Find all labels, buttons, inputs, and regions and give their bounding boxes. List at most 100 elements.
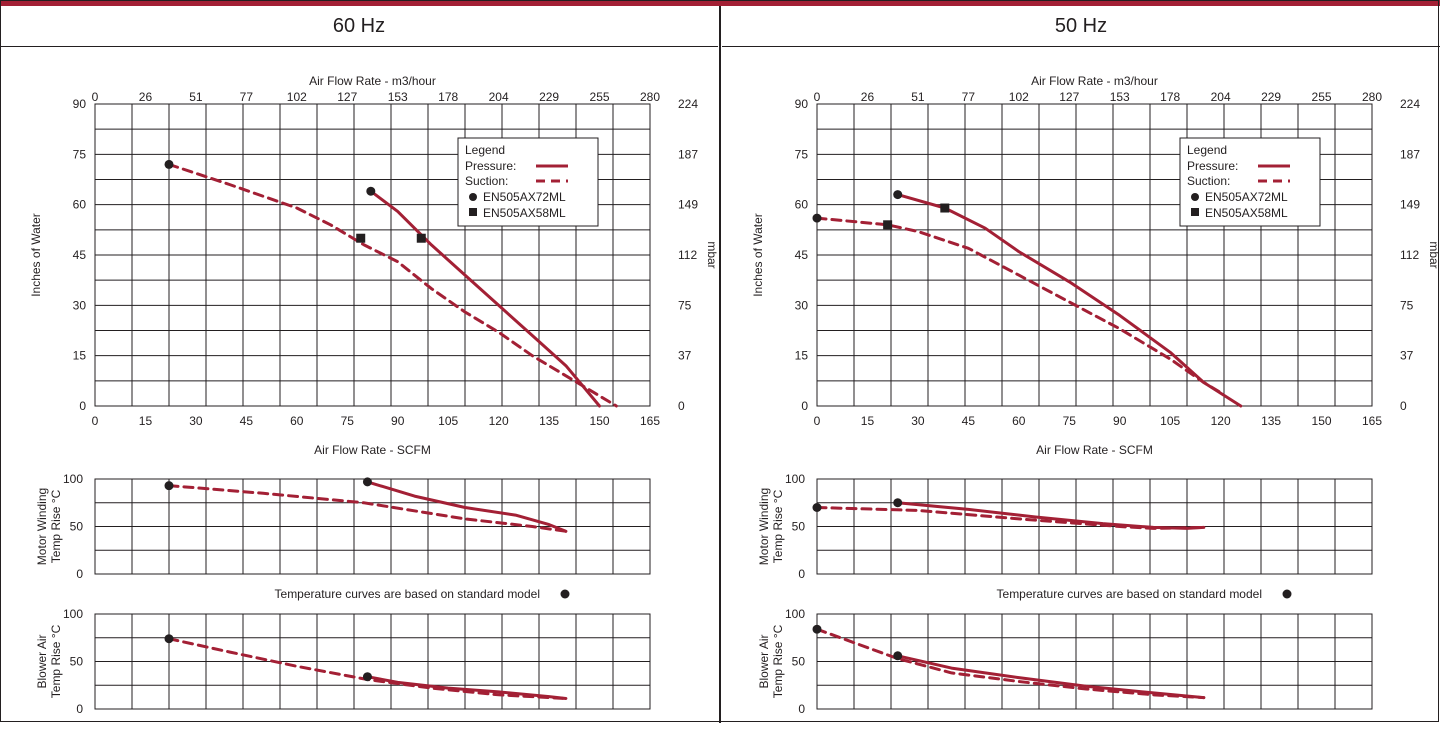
y-axis-title: Inches of Water: [751, 213, 765, 297]
x-tick-label: 45: [240, 414, 254, 428]
y-tick-label: 50: [70, 520, 84, 534]
legend-suction-label: Suction:: [1187, 174, 1230, 188]
y-tick-label: 0: [798, 567, 805, 581]
x-tick-label: 105: [438, 414, 458, 428]
x2-tick-label: 26: [861, 90, 875, 104]
pressure-curve: [366, 480, 568, 533]
model-72ml-marker: [812, 624, 822, 634]
y-tick-label: 0: [76, 702, 83, 716]
y2-tick-label: 187: [678, 147, 698, 161]
y-tick-label: 45: [795, 248, 809, 262]
x-tick-label: 150: [590, 414, 610, 428]
legend-pressure-label: Pressure:: [465, 159, 516, 173]
x2-axis-title: Air Flow Rate - m3/hour: [1031, 74, 1158, 88]
legend-72ml-marker: [1191, 193, 1199, 201]
x2-tick-label: 204: [489, 90, 509, 104]
x2-tick-label: 102: [287, 90, 307, 104]
x-tick-label: 75: [341, 414, 355, 428]
y-tick-label: 0: [798, 702, 805, 716]
suction-curve: [167, 162, 618, 408]
x-tick-label: 90: [391, 414, 405, 428]
x-tick-label: 165: [1362, 414, 1382, 428]
x-tick-label: 135: [1261, 414, 1281, 428]
header-accent-bar: [0, 0, 1440, 6]
x2-tick-label: 77: [240, 90, 254, 104]
y-axis-title-line1: Blower Air: [35, 634, 49, 688]
model-72ml-marker: [812, 503, 822, 512]
pressure-curve: [896, 193, 1243, 408]
panel-60hz: 60 Hz Air Flow Rate - m3/hour 0 26 51 77 102 1…: [0, 6, 718, 722]
x2-tick-label: 77: [962, 90, 976, 104]
y2-tick-label: 112: [678, 248, 697, 262]
x-tick-label: 15: [861, 414, 875, 428]
model-58ml-marker: [356, 233, 366, 243]
y-tick-label: 50: [70, 655, 84, 669]
x-tick-label: 150: [1312, 414, 1332, 428]
x2-tick-label: 280: [1362, 90, 1382, 104]
x-tick-label: 45: [962, 414, 976, 428]
y-axis-title-line2: Temp Rise °C: [49, 624, 63, 698]
y2-tick-label: 112: [1400, 248, 1419, 262]
y2-tick-label: 75: [1400, 298, 1414, 312]
pressure-curve: [896, 654, 1206, 700]
x2-tick-label: 229: [539, 90, 559, 104]
x2-tick-label: 0: [92, 90, 99, 104]
x2-tick-label: 178: [1160, 90, 1180, 104]
x2-tick-label: 51: [911, 90, 925, 104]
y-axis-title-line2: Temp Rise °C: [771, 489, 785, 563]
suction-curve: [815, 627, 1206, 700]
panel-50hz: 50 Hz Air Flow Rate - m3/hour 0 26 51 77 102 1…: [722, 6, 1440, 722]
legend-box: [1179, 137, 1321, 227]
note-standard-model-marker: [1282, 589, 1292, 599]
pressure-curve: [896, 501, 1206, 530]
y-tick-label: 75: [73, 147, 87, 161]
legend-suction-label: Suction:: [465, 174, 508, 188]
x2-tick-label: 255: [1312, 90, 1332, 104]
x2-tick-label: 153: [388, 90, 408, 104]
model-58ml-marker: [416, 233, 426, 243]
model-72ml-marker: [812, 213, 822, 223]
x-tick-label: 0: [814, 414, 821, 428]
x-tick-label: 30: [189, 414, 203, 428]
model-72ml-marker: [164, 159, 174, 169]
model-72ml-marker: [164, 634, 174, 644]
suction-curve: [815, 506, 1206, 530]
x-tick-label: 0: [92, 414, 99, 428]
x-tick-label: 60: [1012, 414, 1026, 428]
x-tick-label: 90: [1113, 414, 1127, 428]
performance-charts-50hz: Air Flow Rate - m3/hour 0 26 51 77 102 127 153 1…: [751, 74, 1440, 716]
y-tick-label: 30: [73, 298, 87, 312]
x-tick-label: 60: [290, 414, 304, 428]
y2-tick-label: 224: [678, 97, 698, 111]
legend-58ml-label: EN505AX58ML: [1205, 206, 1288, 220]
legend-72ml-label: EN505AX72ML: [483, 190, 566, 204]
y-tick-label: 100: [63, 607, 83, 621]
y-tick-label: 90: [795, 97, 809, 111]
model-72ml-marker: [362, 477, 372, 487]
y-axis-title-line2: Temp Rise °C: [49, 489, 63, 563]
model-58ml-marker: [883, 220, 893, 230]
model-72ml-marker: [362, 672, 372, 682]
x-tick-label: 105: [1160, 414, 1180, 428]
pressure-curve: [366, 675, 568, 700]
y-axis-title-line1: Blower Air: [757, 634, 771, 688]
panel-divider: [719, 6, 721, 723]
x2-tick-label: 102: [1009, 90, 1029, 104]
legend-58ml-marker: [469, 208, 477, 216]
frequency-header: 50 Hz: [1054, 15, 1108, 37]
y-axis-title-line1: Motor Winding: [757, 488, 771, 565]
y-tick-label: 0: [801, 399, 808, 413]
x2-tick-label: 127: [337, 90, 357, 104]
model-58ml-marker: [940, 203, 950, 213]
y-axis-title: Inches of Water: [29, 213, 43, 297]
x-tick-label: 165: [640, 414, 660, 428]
performance-charts-60hz: Air Flow Rate - m3/hour 0 26 51 77 102 127 153 1…: [29, 74, 718, 716]
y2-tick-label: 187: [1400, 147, 1420, 161]
x-tick-label: 75: [1063, 414, 1077, 428]
legend-72ml-marker: [469, 193, 477, 201]
y2-tick-label: 75: [678, 298, 692, 312]
model-72ml-marker: [164, 481, 174, 491]
x2-tick-label: 127: [1059, 90, 1079, 104]
x2-tick-label: 51: [189, 90, 203, 104]
temperature-note: Temperature curves are based on standard…: [275, 587, 540, 601]
